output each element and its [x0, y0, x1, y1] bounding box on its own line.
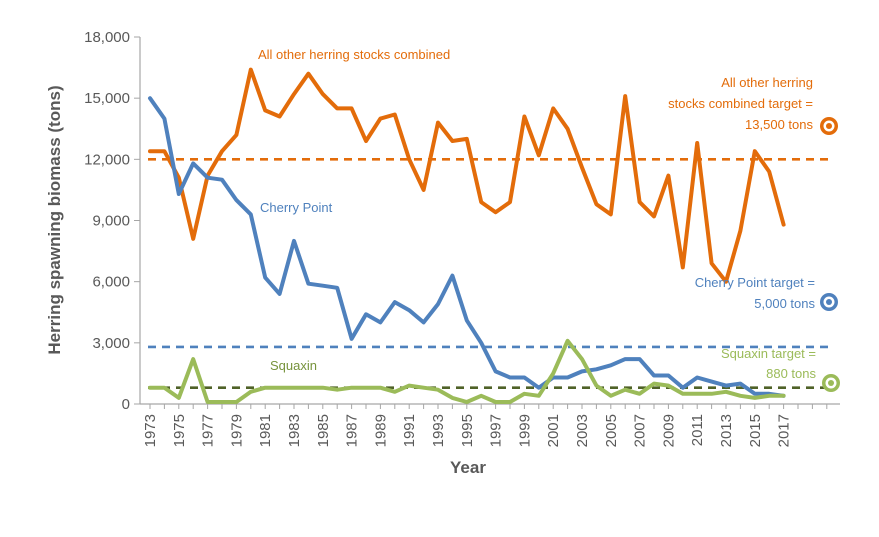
y-axis-title: Herring spawning biomass (tons) [45, 85, 64, 354]
x-tick-label: 2007 [632, 414, 649, 447]
target-label-line: Squaxin target = [721, 346, 816, 361]
x-tick-label: 2005 [603, 414, 620, 447]
x-tick-label: 2003 [574, 414, 591, 447]
y-tick-label: 6,000 [92, 274, 130, 291]
target-label-squaxin-target: Squaxin target = 880 tons [721, 346, 817, 381]
x-tick-label: 1993 [430, 414, 447, 447]
x-tick-label: 1985 [315, 414, 332, 447]
x-tick-label: 1977 [200, 414, 217, 447]
series-label-cherry-point: Cherry Point [260, 200, 333, 215]
x-tick-label: 1991 [401, 414, 418, 447]
series-line-cherry-point [148, 96, 786, 398]
x-tick-label: 1995 [459, 414, 476, 447]
x-tick-label: 1997 [488, 414, 505, 447]
x-tick-label: 1973 [142, 414, 159, 447]
x-tick-label: 1987 [344, 414, 361, 447]
target-label-line: 5,000 tons [754, 296, 815, 311]
target-label-line: All other herring [721, 75, 813, 90]
y-tick-label: 15,000 [84, 90, 130, 107]
series-label-squaxin: Squaxin [270, 358, 317, 373]
x-tick-label: 2009 [660, 414, 677, 447]
x-tick-label: 1989 [372, 414, 389, 447]
series-line-all-other-herring-stocks-combined [148, 67, 786, 284]
x-axis-title: Year [450, 458, 486, 477]
x-tick-label: 1999 [516, 414, 533, 447]
target-marker-center [826, 123, 832, 129]
x-tick-label: 1975 [171, 414, 188, 447]
y-tick-label: 3,000 [92, 335, 130, 352]
y-tick-label: 18,000 [84, 29, 130, 46]
target-marker-all-other-herring-stocks-combined-target [820, 117, 838, 135]
y-tick-label: 12,000 [84, 151, 130, 168]
target-label-line: 880 tons [766, 366, 816, 381]
target-label-line: 13,500 tons [745, 117, 813, 132]
y-tick-label: 9,000 [92, 213, 130, 230]
series-line-squaxin [148, 338, 786, 404]
target-marker-center [826, 299, 832, 305]
x-tick-label: 2015 [747, 414, 764, 447]
x-tick-label: 1981 [257, 414, 274, 447]
target-label-line: Cherry Point target = [695, 275, 815, 290]
series-label-all-other-herring-stocks-combined: All other herring stocks combined [258, 47, 450, 62]
x-tick-label: 2013 [718, 414, 735, 447]
target-marker-center [828, 380, 834, 386]
target-marker-squaxin-target [822, 374, 840, 392]
x-tick-label: 1983 [286, 414, 303, 447]
x-tick-label: 2011 [689, 414, 706, 446]
x-tick-label: 1979 [228, 414, 245, 447]
y-tick-label: 0 [122, 396, 130, 413]
target-marker-cherry-point-target [820, 293, 838, 311]
target-label-cherry-point-target: Cherry Point target = 5,000 tons [695, 275, 816, 311]
target-label-line: stocks combined target = [668, 96, 813, 111]
x-tick-label: 2017 [776, 414, 793, 447]
target-label-all-other-herring-stocks-combined-target: All other herring stocks combined target … [668, 75, 813, 132]
x-tick-label: 2001 [545, 414, 562, 447]
